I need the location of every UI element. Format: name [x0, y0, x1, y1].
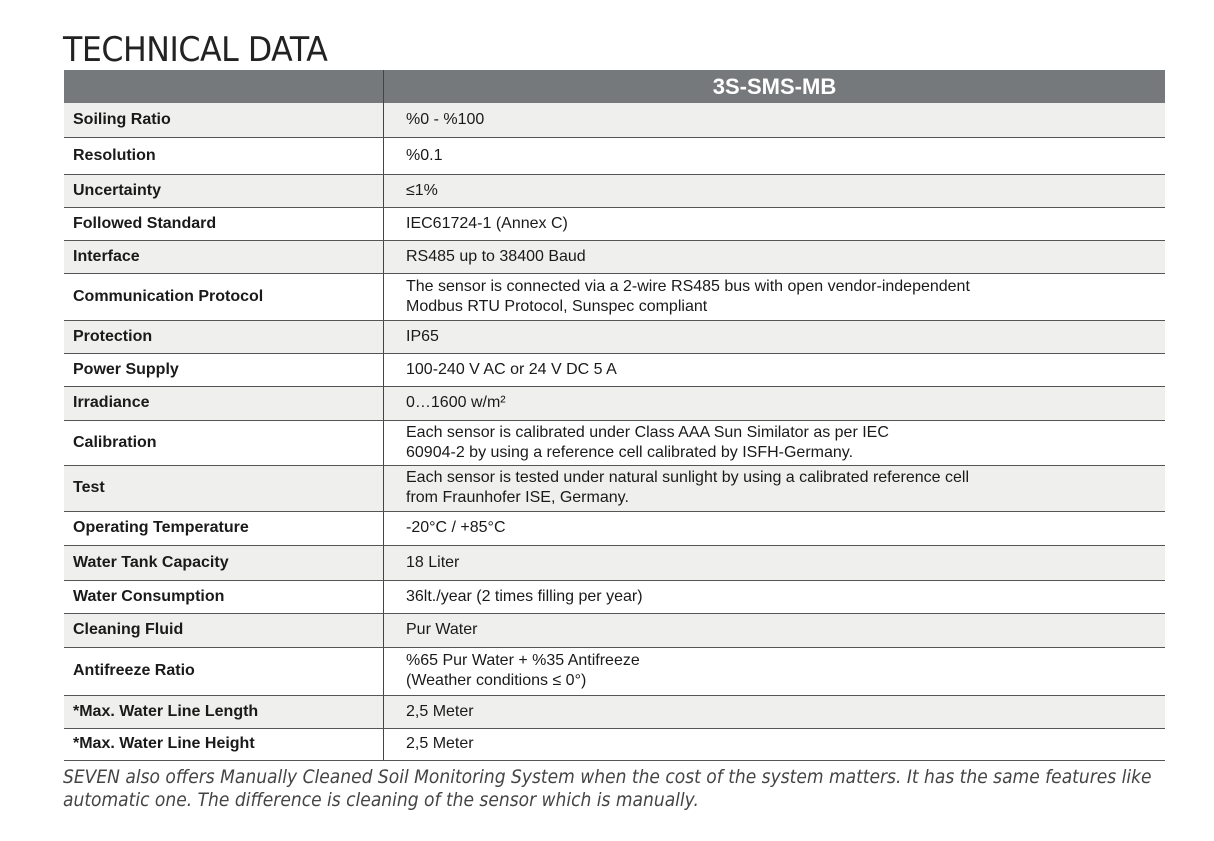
- table-row: Resolution %0.1: [64, 137, 1165, 175]
- spec-label: Water Consumption: [64, 580, 384, 614]
- spec-label: Uncertainty: [64, 174, 384, 208]
- technical-data-table: 3S-SMS-MB Soiling Ratio %0 - %100 Resoluti…: [64, 70, 1165, 761]
- spec-value: 18 Liter: [383, 545, 1165, 581]
- spec-value-line: Pur Water: [406, 621, 478, 638]
- spec-value-line: %0 - %100: [406, 110, 485, 128]
- spec-value-line: IEC61724-1 (Annex C): [406, 214, 568, 232]
- table-row: Uncertainty ≤1%: [64, 174, 1165, 208]
- spec-value: IEC61724-1 (Annex C): [383, 207, 1165, 241]
- spec-label: Interface: [64, 240, 384, 274]
- spec-value: Each sensor is calibrated under Class AA…: [383, 420, 1165, 466]
- spec-value-line: 0…1600 w/m²: [406, 394, 506, 411]
- spec-value: ≤1%: [383, 174, 1165, 208]
- spec-value: 100-240 V AC or 24 V DC 5 A: [383, 353, 1165, 387]
- spec-value: 2,5 Meter: [383, 695, 1165, 729]
- spec-value-line: %0.1: [406, 146, 443, 164]
- table-header: 3S-SMS-MB: [64, 70, 1165, 103]
- table-row: Soiling Ratio %0 - %100: [64, 103, 1165, 138]
- spec-value-line: %65 Pur Water + %35 Antifreeze: [406, 652, 640, 669]
- table-row: Cleaning Fluid Pur Water: [64, 613, 1165, 648]
- spec-value-line: Modbus RTU Protocol, Sunspec compliant: [406, 297, 708, 315]
- spec-label: Antifreeze Ratio: [64, 647, 384, 696]
- table-row: Irradiance 0…1600 w/m²: [64, 386, 1165, 421]
- spec-value-line: 36lt./year (2 times filling per year): [406, 587, 643, 605]
- spec-value: Pur Water: [383, 613, 1165, 648]
- spec-value: %0.1: [383, 137, 1165, 175]
- spec-value: %65 Pur Water + %35 Antifreeze (Weather c…: [383, 647, 1165, 696]
- spec-value-line: 2,5 Meter: [406, 735, 474, 752]
- table-row: Calibration Each sensor is calibrated und…: [64, 420, 1165, 466]
- page-title: TECHNICAL DATA: [63, 30, 328, 70]
- footnote: SEVEN also offers Manually Cleaned Soil …: [63, 766, 1152, 811]
- spec-label: Power Supply: [64, 353, 384, 387]
- spec-value-line: Each sensor is calibrated under Class AA…: [406, 423, 889, 441]
- table-row: Power Supply 100-240 V AC or 24 V DC 5 A: [64, 353, 1165, 387]
- spec-label: Soiling Ratio: [64, 103, 384, 138]
- spec-value-line: Each sensor is tested under natural sunl…: [406, 469, 969, 486]
- spec-label: Cleaning Fluid: [64, 613, 384, 648]
- spec-value: IP65: [383, 320, 1165, 354]
- spec-value-line: 100-240 V AC or 24 V DC 5 A: [406, 360, 617, 378]
- spec-value: Each sensor is tested under natural sunl…: [383, 465, 1165, 512]
- spec-label: Water Tank Capacity: [64, 545, 384, 581]
- table-row: Interface RS485 up to 38400 Baud: [64, 240, 1165, 274]
- spec-value: 36lt./year (2 times filling per year): [383, 580, 1165, 614]
- spec-value-line: RS485 up to 38400 Baud: [406, 247, 586, 265]
- spec-label: Operating Temperature: [64, 511, 384, 546]
- table-row: Test Each sensor is tested under natural …: [64, 465, 1165, 512]
- spec-label: Test: [64, 465, 384, 512]
- spec-value-line: IP65: [406, 327, 439, 345]
- table-row: Followed Standard IEC61724-1 (Annex C): [64, 207, 1165, 241]
- spec-value-line: from Fraunhofer ISE, Germany.: [406, 489, 629, 506]
- table-row: Water Tank Capacity 18 Liter: [64, 545, 1165, 581]
- table-row: Protection IP65: [64, 320, 1165, 354]
- spec-label: Protection: [64, 320, 384, 354]
- table-row: *Max. Water Line Height 2,5 Meter: [64, 728, 1165, 761]
- spec-value: -20°C / +85°C: [383, 511, 1165, 546]
- spec-label: *Max. Water Line Length: [64, 695, 384, 729]
- spec-value-line: ≤1%: [406, 181, 438, 199]
- spec-label: Irradiance: [64, 386, 384, 421]
- spec-value-line: The sensor is connected via a 2-wire RS4…: [406, 277, 970, 295]
- spec-value-line: 2,5 Meter: [406, 702, 474, 720]
- table-row: Water Consumption 36lt./year (2 times fil…: [64, 580, 1165, 614]
- spec-value-line: 60904-2 by using a reference cell calibr…: [406, 443, 854, 461]
- spec-label: *Max. Water Line Height: [64, 728, 384, 761]
- header-model: 3S-SMS-MB: [383, 70, 1165, 103]
- spec-value: The sensor is connected via a 2-wire RS4…: [383, 273, 1165, 321]
- spec-label: Resolution: [64, 137, 384, 175]
- spec-value: 2,5 Meter: [383, 728, 1165, 761]
- spec-label: Communication Protocol: [64, 273, 384, 321]
- spec-label: Followed Standard: [64, 207, 384, 241]
- table-row: *Max. Water Line Length 2,5 Meter: [64, 695, 1165, 729]
- spec-value: RS485 up to 38400 Baud: [383, 240, 1165, 274]
- table-row: Communication Protocol The sensor is conn…: [64, 273, 1165, 321]
- spec-value: %0 - %100: [383, 103, 1165, 138]
- spec-value-line: -20°C / +85°C: [406, 519, 506, 536]
- header-blank: [64, 70, 384, 103]
- spec-value-line: (Weather conditions ≤ 0°): [406, 672, 587, 689]
- spec-value: 0…1600 w/m²: [383, 386, 1165, 421]
- table-row: Operating Temperature -20°C / +85°C: [64, 511, 1165, 546]
- table-row: Antifreeze Ratio %65 Pur Water + %35 Anti…: [64, 647, 1165, 696]
- spec-value-line: 18 Liter: [406, 553, 460, 571]
- spec-label: Calibration: [64, 420, 384, 466]
